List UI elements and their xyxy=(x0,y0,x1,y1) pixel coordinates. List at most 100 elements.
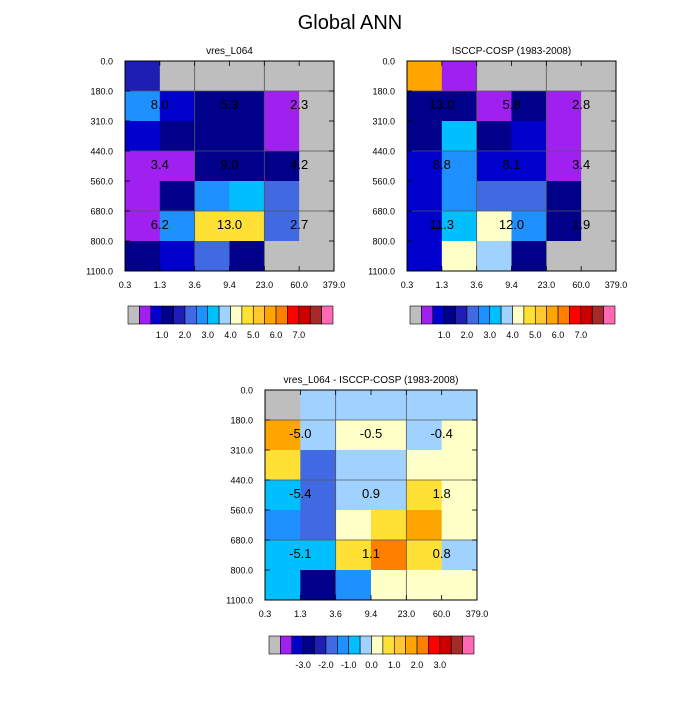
heatmap-cell xyxy=(300,480,337,511)
colorbar-swatch xyxy=(230,305,243,325)
heatmap-cell xyxy=(159,181,196,212)
heatmap-cell xyxy=(335,420,372,451)
heatmap-cell xyxy=(300,420,337,451)
y-tick-label: 1100.0 xyxy=(86,267,113,277)
colorbar-label: -1.0 xyxy=(341,660,357,670)
heatmap-cell xyxy=(335,540,372,571)
colorbar-swatch xyxy=(466,305,479,325)
heatmap-cell xyxy=(335,480,372,511)
colorbar-swatch xyxy=(337,635,350,655)
heatmap-cell xyxy=(194,151,230,182)
colorbar-label: -3.0 xyxy=(295,660,311,670)
heatmap-cell xyxy=(125,121,161,152)
colorbar-swatch xyxy=(150,305,163,325)
colorbar-swatch xyxy=(139,305,152,325)
heatmap-cell xyxy=(229,181,265,212)
y-tick-label: 800.0 xyxy=(230,566,253,576)
heatmap-cell xyxy=(265,480,301,511)
colorbar-swatch xyxy=(184,305,197,325)
heatmap-cell xyxy=(546,181,582,212)
colorbar-swatch xyxy=(455,305,468,325)
heatmap-cell xyxy=(299,211,335,242)
colorbar-swatch xyxy=(603,305,616,325)
cell-value-label: 5.3 xyxy=(220,97,238,112)
heatmap-cell xyxy=(441,151,478,182)
colorbar-swatch xyxy=(546,305,559,325)
colorbar-swatch xyxy=(268,635,281,655)
cell-value-label: -5.0 xyxy=(289,426,311,441)
heatmap-cell xyxy=(476,181,512,212)
heatmap-cell xyxy=(125,61,161,92)
heatmap-cell xyxy=(546,241,582,272)
colorbar-swatch xyxy=(161,305,174,325)
chart-panel-2: ISCCP-COSP (1983-2008) 13.0 5.8 2.8 8.8 8.1 3.… xyxy=(368,46,627,340)
colorbar-label: 3.0 xyxy=(434,660,447,670)
x-tick-label: 0.3 xyxy=(119,280,132,290)
page-title: Global ANN xyxy=(298,12,403,34)
heatmap-cell xyxy=(476,61,512,92)
x-tick-label: 60.0 xyxy=(290,280,308,290)
x-tick-label: 1.3 xyxy=(294,609,307,619)
heatmap-cell xyxy=(300,450,337,481)
colorbar-label: 3.0 xyxy=(483,330,496,340)
heatmap-cell xyxy=(581,121,617,152)
heatmap-cell xyxy=(441,510,478,541)
heatmap-cell xyxy=(407,241,443,272)
y-tick-label: 680.0 xyxy=(90,207,113,217)
x-tick-label: 23.0 xyxy=(398,609,416,619)
heatmap-cell xyxy=(194,61,230,92)
y-tick-label: 800.0 xyxy=(90,237,113,247)
heatmap-cell xyxy=(194,241,230,272)
y-tick-label: 180.0 xyxy=(372,87,395,97)
colorbar-swatch xyxy=(443,305,456,325)
x-tick-label: 9.4 xyxy=(505,280,518,290)
y-tick-label: 0.0 xyxy=(382,57,395,67)
heatmap-cell xyxy=(441,121,478,152)
colorbar-label: 6.0 xyxy=(270,330,283,340)
colorbar-swatch xyxy=(591,305,604,325)
colorbar-swatch xyxy=(314,635,327,655)
heatmap-cell xyxy=(335,450,372,481)
y-tick-label: 560.0 xyxy=(230,506,253,516)
heatmap-cell xyxy=(441,61,478,92)
heatmap-cell xyxy=(229,121,265,152)
heatmap-cell xyxy=(581,181,617,212)
heatmap-cell xyxy=(441,570,478,601)
heatmap-cell xyxy=(511,151,547,182)
heatmap-cell xyxy=(407,211,443,242)
y-tick-label: 310.0 xyxy=(90,117,113,127)
heatmap-cell xyxy=(229,241,265,272)
colorbar-swatch xyxy=(416,635,429,655)
heatmap-cell xyxy=(546,151,582,182)
heatmap-cell xyxy=(265,450,301,481)
y-tick-label: 680.0 xyxy=(230,536,253,546)
heatmap-cell xyxy=(581,241,617,272)
heatmap-cell xyxy=(264,91,300,122)
heatmap-cell xyxy=(476,151,512,182)
heatmap-cell xyxy=(125,241,161,272)
colorbar-swatch xyxy=(450,635,463,655)
y-tick-label: 0.0 xyxy=(240,386,253,396)
heatmap-cell xyxy=(299,151,335,182)
heatmap-cell xyxy=(159,241,196,272)
colorbar-label: 0.0 xyxy=(365,660,378,670)
y-tick-label: 180.0 xyxy=(90,87,113,97)
heatmap-cell xyxy=(476,121,512,152)
heatmap-cell xyxy=(441,450,478,481)
x-tick-label: 60.0 xyxy=(433,609,451,619)
heatmap-cell xyxy=(371,480,407,511)
x-tick-label: 1.3 xyxy=(154,280,167,290)
heatmap-cell xyxy=(265,390,301,421)
colorbar-swatch xyxy=(325,635,338,655)
heatmap-cell xyxy=(371,510,407,541)
cell-value-label: 2.7 xyxy=(290,217,308,232)
colorbar-swatch xyxy=(534,305,547,325)
y-tick-label: 310.0 xyxy=(372,117,395,127)
heatmap-cell xyxy=(546,211,582,242)
cell-value-label: 0.8 xyxy=(433,546,451,561)
x-tick-label: 3.6 xyxy=(188,280,201,290)
colorbar-label: 7.0 xyxy=(293,330,306,340)
heatmap-cell xyxy=(407,121,443,152)
cell-value-label: 3.4 xyxy=(572,157,590,172)
